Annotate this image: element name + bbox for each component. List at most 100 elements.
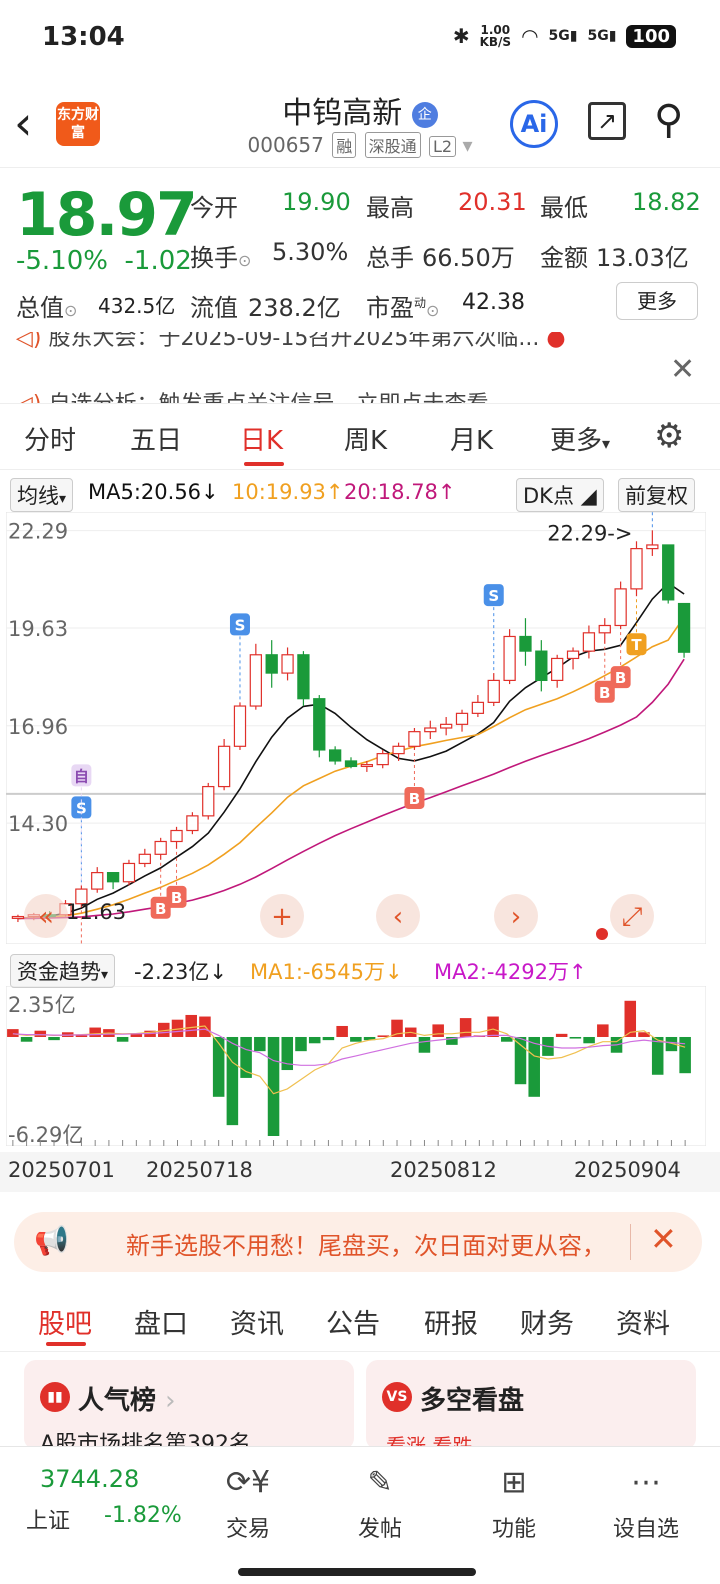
candle — [646, 544, 659, 550]
close-icon[interactable]: ✕ — [670, 352, 696, 387]
fund-bar — [336, 1025, 348, 1037]
index-value[interactable]: 3744.28 — [40, 1465, 140, 1493]
tab-guba[interactable]: 股吧 — [38, 1309, 92, 1340]
signal-icon: 5G▮ — [548, 28, 578, 44]
fund-legend: 资金趋势▾ -2.23亿↓ MA1:-6545万↓ MA2:-4292万↑ — [0, 950, 720, 988]
nav-post[interactable]: ✎ 发帖 — [330, 1463, 430, 1543]
search-icon[interactable]: ⚲ — [654, 97, 684, 143]
index-name[interactable]: 上证 — [26, 1509, 71, 1534]
tab-weekly-k[interactable]: 周K — [344, 426, 388, 456]
candle — [392, 745, 405, 755]
app-logo[interactable]: 东方财富 — [56, 102, 100, 146]
tab-more[interactable]: 更多▾ — [550, 426, 611, 456]
popularity-card[interactable]: ▮▮ 人气榜 › A股市场排名第392名 — [24, 1360, 354, 1457]
tab-finance[interactable]: 财务 — [520, 1309, 574, 1340]
nav-add-watchlist[interactable]: ⋯ 设自选 — [596, 1463, 696, 1543]
long-short-card[interactable]: VS 多空看盘 看涨 看跌 — [366, 1360, 696, 1458]
candle — [344, 760, 358, 768]
open-value: 19.90 — [282, 188, 351, 216]
megaphone-icon: 📢 — [34, 1224, 69, 1257]
share-icon[interactable]: ↗ — [588, 102, 626, 140]
yen-icon: ⟳¥ — [225, 1465, 271, 1500]
tab-news[interactable]: 资讯 — [230, 1309, 284, 1340]
chart-frame — [6, 986, 706, 1146]
nav-trade[interactable]: ⟳¥ 交易 — [198, 1463, 298, 1543]
fund-bar — [130, 1033, 143, 1037]
volume-value: 66.50万 — [422, 244, 515, 272]
tab-pankou[interactable]: 盘口 — [134, 1309, 188, 1340]
low-label: 最低 — [540, 194, 588, 222]
chart-control-button[interactable] — [260, 894, 304, 938]
clock: 13:04 — [42, 22, 125, 52]
chart-control-button[interactable] — [376, 894, 420, 938]
candle — [455, 712, 469, 725]
tab-research[interactable]: 研报 — [424, 1309, 478, 1340]
kline-chart[interactable]: BS自BBSBSBBTS 22.2919.6316.9614.3022.29->… — [6, 512, 706, 944]
candle — [217, 745, 231, 788]
notice-item[interactable]: ◁) 股东大会：于2025-09-15召开2025年第六次临... ● — [16, 332, 566, 352]
gear-icon[interactable]: ⚙ — [654, 416, 685, 456]
min-price-label: 11.63 — [66, 900, 126, 924]
status-icons: ✱ 1.00 KB/S ◠ 5G▮ 5G▮ 100 — [453, 24, 676, 48]
fund-bar — [418, 1036, 431, 1053]
candle — [202, 785, 215, 817]
adjust-button[interactable]: 前复权 — [618, 478, 695, 512]
indicator-selector[interactable]: 资金趋势▾ — [10, 954, 116, 988]
info-icon: ⊙ — [64, 301, 78, 320]
ma-selector[interactable]: 均线▾ — [10, 478, 74, 512]
chart-control-button[interactable] — [610, 894, 654, 938]
grid-icon: ⊞ — [501, 1465, 527, 1500]
signal-badge — [229, 613, 250, 636]
tab-daily-k[interactable]: 日K — [240, 426, 284, 456]
chart-control-icon: › — [511, 902, 521, 932]
ai-button[interactable]: Ai — [510, 100, 558, 148]
ma-line-ma20 — [17, 658, 685, 920]
stock-subtitle[interactable]: 000657 融 深股通 L2 ▾ — [0, 132, 720, 158]
max-price-label: 22.29-> — [547, 522, 632, 546]
notice-ticker: ◁) 股东大会：于2025-09-15召开2025年第六次临... ● ◁) 自… — [0, 332, 720, 404]
signal-icon: 5G▮ — [587, 28, 617, 44]
notice-item[interactable]: ◁) 自选分析：触发重点关注信号，立即点击查看 — [16, 386, 489, 403]
candle — [677, 602, 691, 653]
more-icon: ⋯ — [631, 1465, 661, 1500]
fund-bar — [89, 1027, 101, 1037]
chart-control-button[interactable] — [494, 894, 538, 938]
tab-monthly-k[interactable]: 月K — [450, 426, 494, 456]
back-icon[interactable]: ‹ — [14, 96, 33, 150]
dk-point-button[interactable]: DK点 ◢ — [516, 478, 604, 512]
ma5-value: MA5:20.56↓ — [88, 480, 219, 504]
nav-functions[interactable]: ⊞ 功能 — [464, 1463, 564, 1543]
candle — [503, 635, 516, 682]
info-icon: ⊙ — [238, 251, 252, 270]
tab-five-day[interactable]: 五日 — [130, 426, 183, 456]
stock-header: ‹ 东方财富 中钨高新 企 000657 融 深股通 L2 ▾ Ai ↗ ⚲ — [0, 80, 720, 168]
close-icon[interactable]: ✕ — [650, 1220, 677, 1258]
date-tick: 20250812 — [390, 1158, 497, 1182]
amount-label: 金额 — [540, 244, 588, 272]
live-dot — [596, 928, 608, 940]
chart-control-button[interactable] — [24, 894, 68, 938]
fund-bar — [7, 1029, 19, 1037]
tab-profile[interactable]: 资料 — [616, 1309, 670, 1340]
fund-bar — [651, 1036, 664, 1075]
fund-bar — [679, 1036, 691, 1074]
fund-bar — [459, 1018, 472, 1037]
mktcap-value: 432.5亿 — [98, 294, 176, 318]
tab-intraday[interactable]: 分时 — [24, 426, 77, 456]
signal-label: B — [615, 669, 626, 687]
fund-bar — [158, 1022, 170, 1037]
promo-banner[interactable]: 📢 新手选股不用愁！尾盘买，次日面对更从容， ✕ — [14, 1212, 702, 1272]
fund-bar — [583, 1036, 595, 1044]
chart-tabs: 分时 五日 日K 周K 月K 更多▾ ⚙ — [0, 404, 720, 470]
candle — [281, 654, 294, 674]
tab-announcements[interactable]: 公告 — [326, 1309, 380, 1340]
signal-label: B — [171, 889, 182, 907]
fund-bar — [226, 1036, 239, 1126]
date-axis: 20250701 20250718 20250812 20250904 — [0, 1152, 720, 1192]
fund-trend-chart[interactable]: 2.35亿 -6.29亿 — [6, 986, 706, 1146]
index-change[interactable]: -1.82% — [104, 1503, 182, 1528]
bluetooth-icon: ✱ — [452, 24, 470, 48]
home-indicator[interactable] — [238, 1568, 476, 1576]
more-button[interactable]: 更多 — [616, 282, 698, 320]
y-tick-label: 19.63 — [8, 617, 68, 641]
